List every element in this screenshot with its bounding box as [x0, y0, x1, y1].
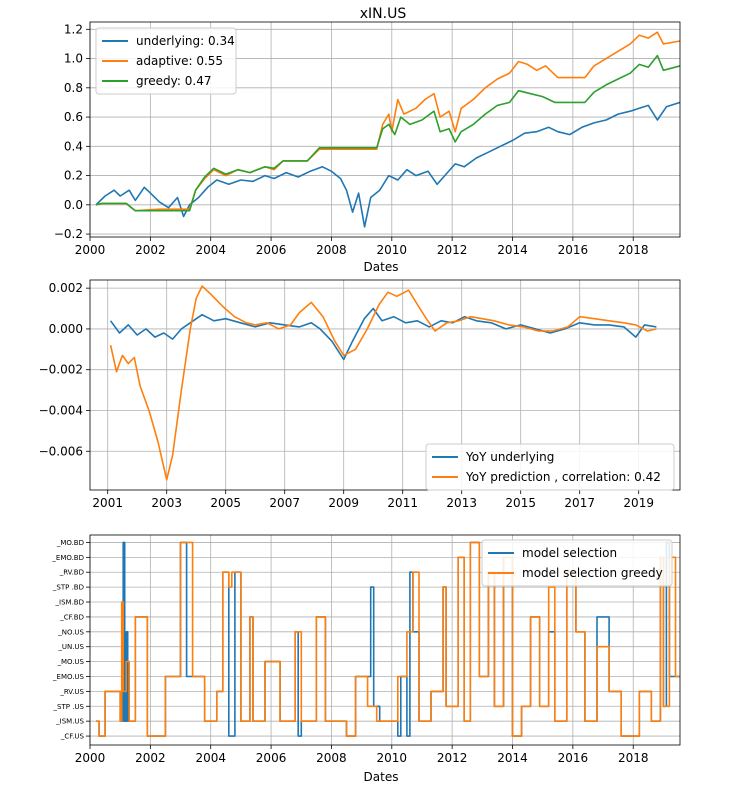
y-tick-label: 1.2 — [64, 22, 83, 36]
plot-frame — [89, 279, 681, 491]
x-tick-label: 2012 — [437, 243, 468, 257]
legend-entry: greedy: 0.47 — [136, 74, 211, 88]
y-tick-label: 0.2 — [64, 169, 83, 183]
series-line-1 — [95, 31, 680, 212]
y-tick-label: _RV.BD — [59, 569, 84, 577]
legend-entry: model selection — [522, 546, 617, 560]
plot-frame — [89, 21, 681, 238]
y-tick-label: _ISM.BD — [55, 599, 84, 607]
x-tick-label: 2009 — [328, 496, 359, 510]
x-tick-label: 2008 — [316, 751, 347, 765]
y-tick-label: 0.6 — [64, 110, 83, 124]
x-tick-label: 2000 — [75, 751, 106, 765]
yoy-chart: 2001 2003 2005 2007 2009 2011 2013 2015 2017 2019… — [39, 279, 681, 510]
series-line-0 — [109, 307, 657, 361]
y-tick-label: −0.004 — [39, 403, 83, 417]
legend-entry: underlying: 0.34 — [136, 34, 235, 48]
x-tick-label: 2002 — [135, 751, 166, 765]
y-tick-label: 1.0 — [64, 52, 83, 66]
series-line-0 — [95, 101, 680, 228]
x-tick-label: 2000 — [75, 243, 106, 257]
series-line-1 — [109, 285, 657, 481]
y-tick-label: _UN.US — [57, 643, 84, 651]
y-tick-label: _ISM.US — [55, 718, 84, 726]
y-tick-label: 0.0 — [64, 198, 83, 212]
y-tick-label: _EMO.BD — [51, 554, 84, 562]
legend-entry: model selection greedy — [522, 566, 663, 580]
x-tick-label: 2011 — [387, 496, 418, 510]
x-tick-label: 2004 — [195, 243, 226, 257]
x-tick-label: 2014 — [497, 751, 528, 765]
plot-lines — [95, 31, 680, 228]
x-tick-label: 2006 — [256, 243, 287, 257]
legend: YoY underlying YoY prediction , correlati… — [425, 443, 675, 491]
y-axis: _CF.US _ISM.US _STP .US _RV.US _EMO.US _MO.US… — [51, 539, 90, 741]
x-tick-label: 2002 — [135, 243, 166, 257]
y-tick-label: 0.002 — [49, 281, 83, 295]
legend-entry: YoY prediction , correlation: 0.42 — [465, 470, 661, 484]
x-axis: 2000 2002 2004 2006 2008 2010 2012 2014 2016 2018 — [75, 745, 649, 765]
x-tick-label: 2006 — [256, 751, 287, 765]
y-tick-label: −0.006 — [39, 444, 83, 458]
y-tick-label: _CF.US — [60, 733, 85, 741]
y-tick-label: _MO.US — [56, 658, 84, 666]
y-tick-label: _STP .US — [53, 703, 85, 711]
grid — [89, 22, 680, 237]
x-tick-label: 2018 — [618, 751, 649, 765]
x-tick-label: 2018 — [618, 243, 649, 257]
y-tick-label: 0.000 — [49, 322, 83, 336]
plot-frame — [89, 534, 681, 746]
y-tick-label: _RV.US — [59, 688, 84, 696]
x-tick-label: 2010 — [377, 751, 408, 765]
chart-title: xIN.US — [360, 6, 407, 22]
y-tick-label: 0.4 — [64, 139, 83, 153]
model-selection-chart: 2000 2002 2004 2006 2008 2010 2012 2014 2016 2018… — [51, 534, 681, 784]
underlying-vs-strategies-chart: xIN.US 2000 2002 2004 2006 2008 2010 2012 2014 2… — [54, 6, 681, 274]
legend-box — [95, 27, 237, 95]
x-tick-label: 2019 — [623, 496, 654, 510]
x-tick-label: 2016 — [558, 751, 589, 765]
legend-box — [425, 443, 675, 491]
legend-box — [481, 539, 673, 587]
x-tick-label: 2017 — [564, 496, 595, 510]
x-tick-label: 2014 — [497, 243, 528, 257]
x-axis: 2000 2002 2004 2006 2008 2010 2012 2014 2016 2018 — [75, 237, 649, 257]
x-tick-label: 2004 — [195, 751, 226, 765]
y-tick-label: −0.002 — [39, 363, 83, 377]
x-tick-label: 2003 — [151, 496, 182, 510]
x-tick-label: 2016 — [558, 243, 589, 257]
x-tick-label: 2012 — [437, 751, 468, 765]
x-axis: 2001 2003 2005 2007 2009 2011 2013 2015 2017 2019 — [92, 490, 654, 510]
y-tick-label: _CF.BD — [59, 613, 84, 621]
y-axis: −0.2 0.0 0.2 0.4 0.6 0.8 1.0 1.2 — [54, 22, 90, 241]
x-tick-label: 2008 — [316, 243, 347, 257]
y-tick-label: _STP .BD — [52, 584, 84, 592]
x-axis-label: Dates — [364, 770, 399, 784]
legend: model selection model selection greedy — [481, 539, 673, 587]
y-tick-label: 0.8 — [64, 81, 83, 95]
legend-entry: adaptive: 0.55 — [136, 54, 223, 68]
x-tick-label: 2005 — [210, 496, 241, 510]
x-tick-label: 2010 — [377, 243, 408, 257]
x-tick-label: 2007 — [269, 496, 300, 510]
y-tick-label: −0.2 — [54, 227, 83, 241]
grid — [90, 280, 680, 490]
y-tick-label: _MO.BD — [56, 539, 84, 547]
legend: underlying: 0.34 adaptive: 0.55 greedy: 0.… — [95, 27, 237, 95]
plot-lines — [109, 285, 657, 481]
legend-entry: YoY underlying — [465, 450, 554, 464]
x-axis-label: Dates — [364, 260, 399, 274]
y-tick-label: _EMO.US — [52, 673, 85, 681]
x-tick-label: 2015 — [505, 496, 536, 510]
x-tick-label: 2001 — [92, 496, 123, 510]
series-line-1 — [96, 541, 680, 737]
series-line-2 — [95, 54, 680, 212]
x-tick-label: 2013 — [446, 496, 477, 510]
y-tick-label: _NO.US — [57, 628, 84, 636]
y-axis: −0.006 −0.004 −0.002 0.000 0.002 — [39, 281, 90, 458]
